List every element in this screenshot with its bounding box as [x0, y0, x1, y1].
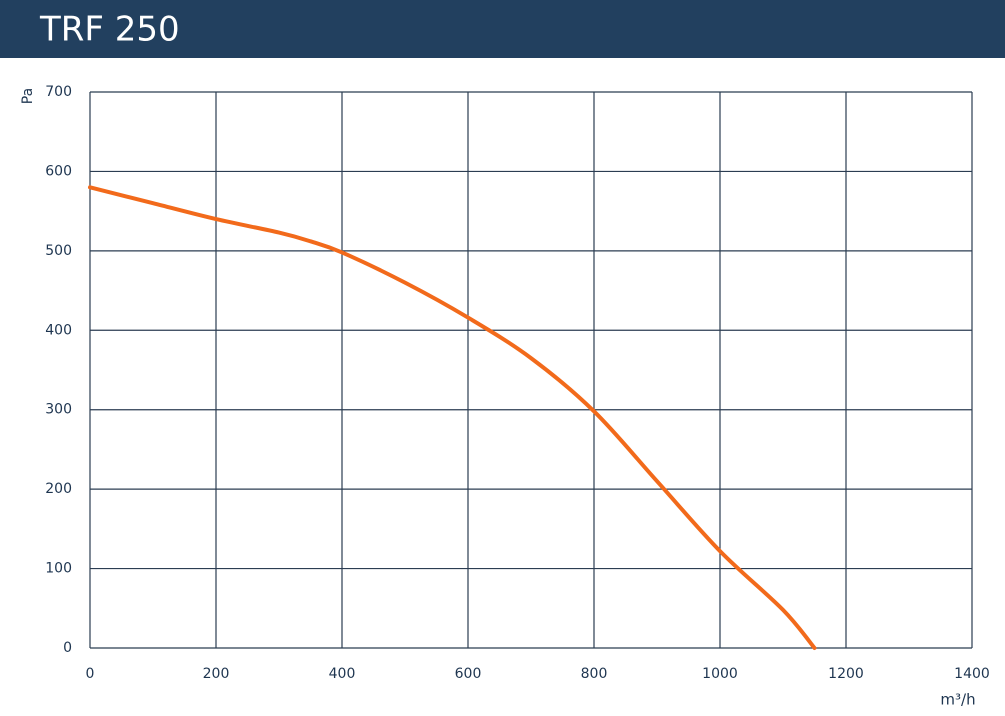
y-tick-label: 300 [45, 402, 72, 418]
header-bar [0, 0, 1005, 58]
y-axis-label: Pa [20, 88, 36, 104]
y-tick-label: 400 [45, 322, 72, 338]
y-tick-label: 500 [45, 243, 72, 259]
y-tick-label: 600 [45, 163, 72, 179]
curve [88, 185, 817, 650]
x-axis-label: m³/h [940, 691, 975, 709]
y-tick-label: 100 [45, 561, 72, 577]
x-tick-label: 1400 [954, 666, 990, 682]
y-tick-label: 0 [63, 640, 72, 656]
y-tick-label: 200 [45, 481, 72, 497]
x-tick-label: 800 [581, 666, 608, 682]
x-tick-label: 200 [203, 666, 230, 682]
y-tick-label: 700 [45, 84, 72, 100]
x-tick-label: 0 [86, 666, 95, 682]
x-tick-label: 400 [329, 666, 356, 682]
chart-title: TRF 250 [39, 10, 180, 50]
x-tick-label: 1200 [828, 666, 864, 682]
x-tick-label: 600 [455, 666, 482, 682]
x-tick-label: 1000 [702, 666, 738, 682]
